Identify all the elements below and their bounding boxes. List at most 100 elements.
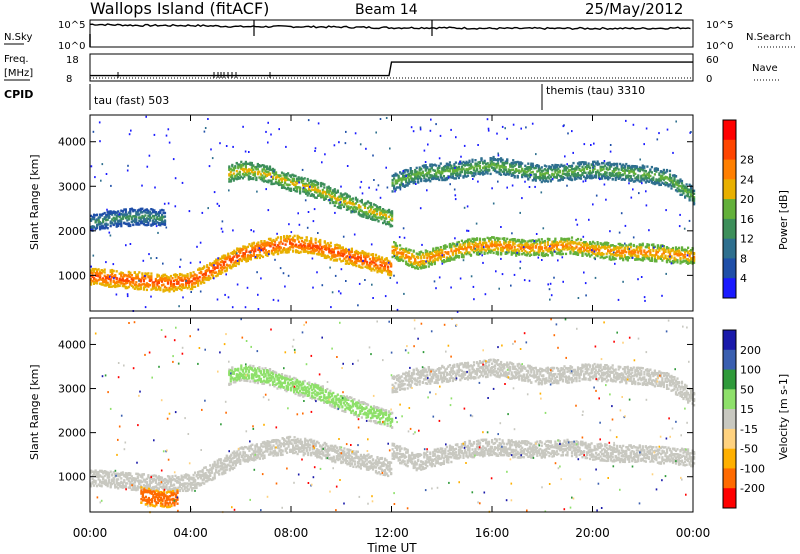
scatter-cell <box>235 170 238 173</box>
scatter-cell <box>198 271 201 275</box>
freq-panel-frame <box>89 53 694 82</box>
scatter-cell <box>360 198 363 202</box>
scatter-cell <box>640 246 643 249</box>
scatter-cell <box>421 253 424 256</box>
scatter-cell <box>435 164 438 167</box>
scatter-cell <box>533 250 536 253</box>
scatter-cell <box>365 254 369 258</box>
scatter-cell <box>555 246 558 249</box>
scatter-cell <box>111 270 114 273</box>
scatter-cell <box>536 243 539 246</box>
scatter-cell <box>267 243 271 246</box>
scatter-cell <box>551 244 554 247</box>
scatter-cell <box>255 255 258 259</box>
scatter-cell <box>429 255 432 259</box>
scatter-cell <box>219 267 222 270</box>
scatter-cell <box>478 237 482 240</box>
scatter-cell <box>338 254 341 257</box>
scatter-cell <box>519 246 522 249</box>
scatter-cell <box>604 247 607 250</box>
scatter-cell <box>486 236 489 240</box>
scatter-cell <box>400 255 403 259</box>
scatter-cell <box>536 239 539 243</box>
scatter-cell <box>374 259 378 263</box>
scatter-cell <box>255 244 258 247</box>
scatter-cell <box>209 276 212 280</box>
scatter-cell <box>356 259 359 262</box>
scatter-cell <box>103 268 106 271</box>
scatter-cell <box>368 261 372 264</box>
scatter-cell <box>417 267 420 270</box>
scatter-cell <box>135 277 138 280</box>
scatter-cell <box>433 261 436 264</box>
scatter-cell <box>355 252 358 255</box>
scatter-cell <box>295 249 298 252</box>
scatter-cell <box>515 163 518 166</box>
scatter-cell <box>501 245 504 248</box>
scatter-cell <box>578 242 581 246</box>
scatter-cell <box>275 246 278 249</box>
scatter-cell <box>180 283 183 286</box>
scatter-cell <box>685 183 688 186</box>
scatter-cell <box>333 188 336 191</box>
scatter-cell <box>310 241 313 245</box>
scatter-cell <box>590 253 593 257</box>
scatter-cell <box>445 245 448 248</box>
scatter-cell <box>292 246 295 249</box>
scatter-cell <box>575 238 578 242</box>
scatter-cell <box>424 169 427 172</box>
scatter-cell <box>237 262 240 266</box>
scatter-cell <box>649 168 652 171</box>
scatter-cell <box>394 248 397 252</box>
scatter-cell <box>245 248 248 251</box>
scatter-cell <box>516 244 519 247</box>
scatter-cell <box>165 277 168 280</box>
scatter-cell <box>373 264 376 268</box>
scatter-cell <box>153 283 156 287</box>
scatter-cell <box>171 283 174 286</box>
scatter-cell <box>121 282 124 285</box>
scatter-cell <box>581 251 584 255</box>
scatter-cell <box>266 251 269 254</box>
scatter-cell <box>485 242 488 245</box>
scatter-cell <box>515 251 518 254</box>
scatter-cell <box>414 267 417 270</box>
scatter-cell <box>121 276 124 279</box>
scatter-cell <box>203 278 206 281</box>
scatter-cell <box>325 243 328 246</box>
scatter-cell <box>406 169 409 172</box>
scatter-cell <box>469 239 473 243</box>
scatter-cell <box>341 254 344 258</box>
scatter-cell <box>100 278 103 281</box>
scatter-cell <box>489 244 492 247</box>
scatter-cell <box>272 239 275 242</box>
scatter-cell <box>623 172 626 175</box>
scatter-cell <box>543 254 546 257</box>
scatter-cell <box>384 258 387 261</box>
scatter-cell <box>287 172 290 175</box>
scatter-cell <box>388 270 391 273</box>
scatter-cell <box>492 243 495 247</box>
freq-tick-low: 8 <box>66 74 72 85</box>
scatter-cell <box>239 249 242 252</box>
scatter-cell <box>139 287 142 291</box>
scatter-cell <box>668 169 672 173</box>
scatter-cell <box>172 273 176 277</box>
scatter-cell <box>91 275 94 278</box>
scatter-cell <box>394 243 397 247</box>
scatter-cell <box>491 240 494 243</box>
scatter-cell <box>543 241 546 244</box>
scatter-cell <box>495 240 498 244</box>
scatter-cell <box>555 241 558 244</box>
scatter-cell <box>171 277 174 280</box>
scatter-cell <box>365 266 369 269</box>
scatter-cell <box>154 277 157 281</box>
scatter-cell <box>673 177 676 180</box>
scatter-cell <box>266 252 269 256</box>
freq-series <box>90 61 693 77</box>
scatter-cell <box>365 260 369 264</box>
scatter-cell <box>554 244 557 247</box>
scatter-cell <box>207 277 210 280</box>
scatter-cell <box>284 248 287 251</box>
scatter-cell <box>408 257 411 261</box>
